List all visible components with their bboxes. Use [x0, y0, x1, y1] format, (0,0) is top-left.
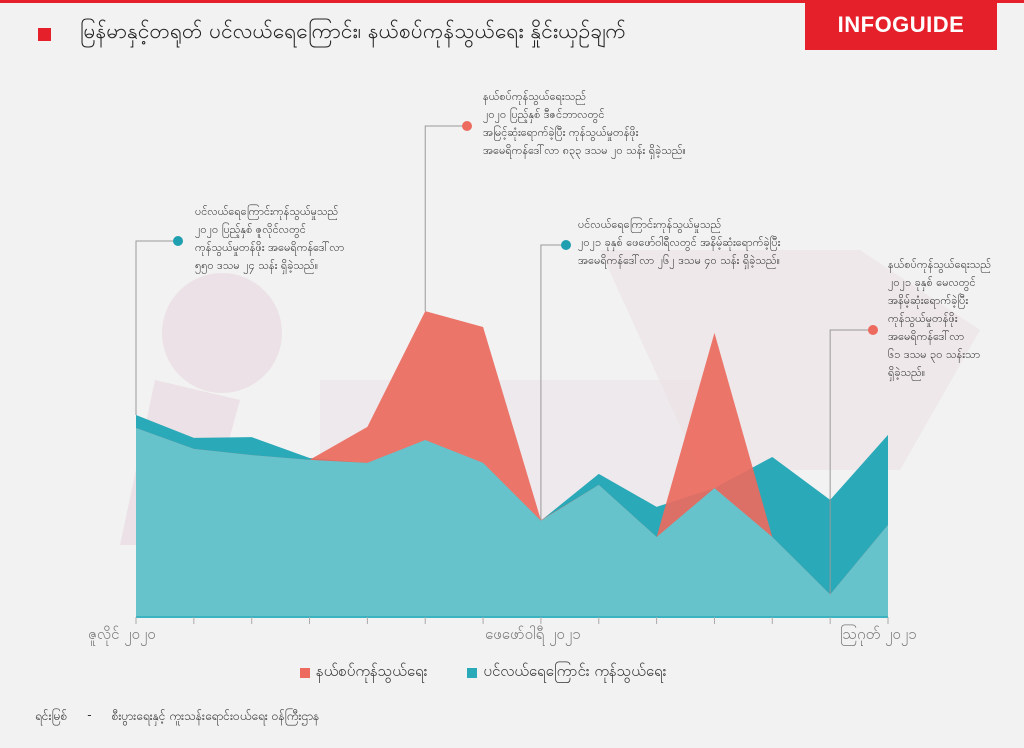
- x-tick-label: ဇူလိုင် ၂၀၂၀: [88, 625, 156, 643]
- annotation-leader-line: [829, 329, 873, 595]
- brand-logo: INFOGUIDE: [805, 0, 997, 50]
- source-text: စီးပွားရေးနှင့် ကူးသန်းရောင်းဝယ်ရေး ဝန်က…: [111, 709, 320, 723]
- annotation: ပင်လယ်ရေကြောင်းကုန်သွယ်မှုသည်၂၀၂၀ ပြည့်န…: [195, 203, 344, 275]
- annotation-line: ၂၀၂၀ ပြည့်နှစ် ဇူလိုင်လတွင်: [195, 223, 306, 236]
- annotation-line: ၂၀၂၁ ခုနှစ် ဖေဖော်ဝါရီလတွင် အနိမ့်ဆုံးရေ…: [578, 236, 781, 249]
- annotation-line: ကုန်သွယ်မှုတန်ဖိုး အမေရိကန်ဒေါ်လာ: [195, 241, 345, 254]
- annotation: နယ်စပ်ကုန်သွယ်ရေးသည်၂၀၂၀ ပြည့်နှစ် ဒီဇင်…: [483, 88, 686, 160]
- source-dash: -: [87, 708, 92, 722]
- annotation-line: အမေရိကန်ဒေါ်လာ ၈၃၃ ဒသမ ၂၀ သန်း ရှိခဲ့သည်…: [483, 144, 686, 157]
- annotation-line: နယ်စပ်ကုန်သွယ်ရေးသည်: [888, 258, 991, 271]
- x-tick-label: ဩဂုတ် ၂၀၂၁: [840, 625, 917, 643]
- annotation-leader-line: [135, 240, 178, 416]
- legend: နယ်စပ်ကုန်သွယ်ရေး ပင်လယ်ရေကြောင်း ကုန်သွ…: [300, 662, 666, 684]
- annotation-line: ပင်လယ်ရေကြောင်းကုန်သွယ်မှုသည်: [195, 205, 339, 218]
- annotation-line: ၂၀၂၁ ခုနှစ် မေလတွင်: [888, 276, 976, 289]
- title-marker-icon: [38, 28, 51, 41]
- area-overlap: [136, 427, 888, 617]
- annotation: ပင်လယ်ရေကြောင်းကုန်သွယ်မှုသည်၂၀၂၁ ခုနှစ်…: [578, 216, 780, 270]
- annotation: နယ်စပ်ကုန်သွယ်ရေးသည်၂၀၂၁ ခုနှစ် မေလတွင်အ…: [888, 256, 991, 382]
- annotation-dot: [561, 240, 571, 250]
- x-tick-label: ဖေဖော်ဝါရီ ၂၀၂၁: [485, 625, 581, 643]
- annotation-leader-line: [424, 125, 467, 312]
- source-line: ရင်းမြစ် - စီးပွားရေးနှင့် ကူးသန်းရောင်း…: [35, 708, 319, 726]
- annotation-line: အနိမ့်ဆုံးရောက်ခဲ့ပြီး: [888, 294, 969, 307]
- legend-swatch: [467, 668, 478, 678]
- annotation-leader-line: [540, 244, 566, 521]
- legend-label: နယ်စပ်ကုန်သွယ်ရေး: [316, 662, 428, 680]
- legend-swatch: [300, 668, 310, 678]
- legend-item-maritime-trade: ပင်လယ်ရေကြောင်း ကုန်သွယ်ရေး: [467, 662, 666, 684]
- annotation-line: ကုန်သွယ်မှုတန်ဖိုး: [888, 312, 958, 325]
- annotation-line: အမေရိကန်ဒေါ်လာ: [888, 330, 965, 343]
- annotation-line: ရှိခဲ့သည်။: [888, 366, 926, 379]
- annotation-line: ပင်လယ်ရေကြောင်းကုန်သွယ်မှုသည်: [578, 218, 722, 231]
- legend-item-border-trade: နယ်စပ်ကုန်သွယ်ရေး: [300, 662, 427, 684]
- annotation-line: အမေရိကန်ဒေါ်လာ ၂၆၂ ဒသမ ၄၀ သန်း ရှိခဲ့သည်…: [578, 254, 780, 267]
- annotation-line: ၅၅၀ ဒသမ ၂၄ သန်း ရှိခဲ့သည်။: [195, 259, 319, 272]
- top-accent-line: [0, 0, 1024, 3]
- annotation-dot: [462, 121, 472, 131]
- annotation-line: ၆၁ ဒသမ ၃၀ သန်းသာ: [888, 348, 981, 361]
- annotation-line: နယ်စပ်ကုန်သွယ်ရေးသည်: [483, 90, 586, 103]
- source-label: ရင်းမြစ်: [35, 709, 68, 723]
- annotation-dot: [173, 236, 183, 246]
- legend-label: ပင်လယ်ရေကြောင်း ကုန်သွယ်ရေး: [483, 662, 667, 680]
- annotation-line: ၂၀၂၀ ပြည့်နှစ် ဒီဇင်ဘာလတွင်: [483, 108, 605, 121]
- annotation-line: အမြင့်ဆုံးရောက်ခဲ့ပြီး ကုန်သွယ်မှုတန်ဖို…: [483, 126, 639, 139]
- page-title: မြန်မာနှင့်တရုတ် ပင်လယ်ရေကြောင်း၊ နယ်စပ်…: [80, 19, 626, 43]
- annotation-dot: [868, 325, 878, 335]
